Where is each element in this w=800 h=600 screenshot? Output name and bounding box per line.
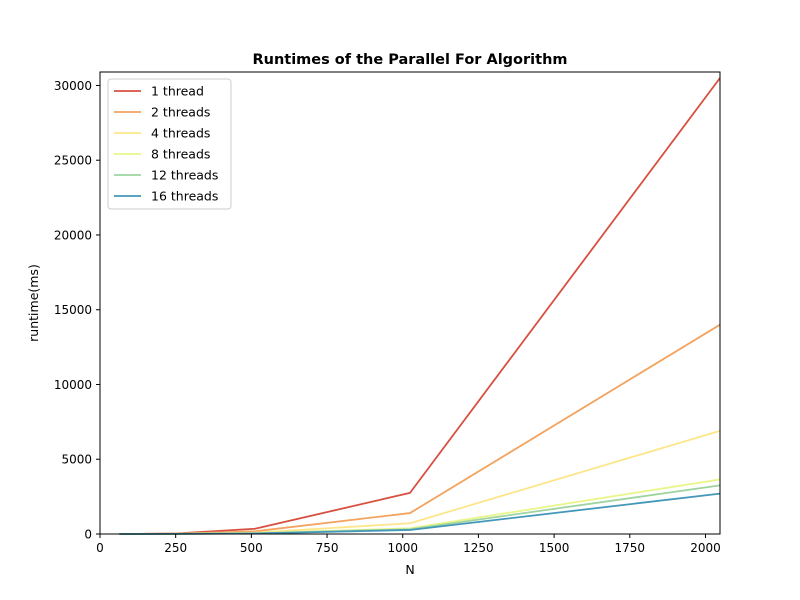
y-axis-label: runtime(ms) xyxy=(26,264,41,342)
chart-title: Runtimes of the Parallel For Algorithm xyxy=(252,52,567,68)
x-tick-label: 1250 xyxy=(463,541,494,555)
x-axis: 0 250 500 750 1000 1250 1500 1750 2000 xyxy=(96,534,721,555)
y-tick-label: 5000 xyxy=(61,453,92,467)
x-tick-label: 1750 xyxy=(615,541,646,555)
x-tick-label: 1000 xyxy=(387,541,418,555)
legend-label: 8 threads xyxy=(151,147,210,162)
y-tick-label: 15000 xyxy=(54,303,92,317)
x-axis-label: N xyxy=(405,562,414,577)
series-line-6 xyxy=(119,492,721,535)
legend-label: 2 threads xyxy=(151,105,210,120)
legend-label: 4 threads xyxy=(151,126,210,141)
legend-label: 12 threads xyxy=(151,168,218,183)
y-tick-label: 30000 xyxy=(54,79,92,93)
x-tick-label: 500 xyxy=(240,541,263,555)
series-line-2 xyxy=(119,323,721,535)
y-tick-label: 25000 xyxy=(54,154,92,168)
y-tick-label: 20000 xyxy=(54,228,92,242)
legend-label: 1 thread xyxy=(151,84,204,99)
x-tick-label: 2000 xyxy=(690,541,721,555)
plot-frame xyxy=(99,71,721,535)
series-line-3 xyxy=(119,429,721,535)
x-tick-label: 1500 xyxy=(539,541,570,555)
x-tick-label: 250 xyxy=(164,541,187,555)
y-tick-label: 0 xyxy=(84,528,92,542)
x-tick-label: 0 xyxy=(96,541,104,555)
y-tick-label: 10000 xyxy=(54,378,92,392)
legend: 1 thread 2 threads 4 threads 8 threads 12 th… xyxy=(107,78,232,210)
legend-label: 16 threads xyxy=(151,189,218,204)
x-tick-label: 750 xyxy=(316,541,339,555)
y-axis: 0 5000 10000 15000 20000 25000 30000 xyxy=(54,79,100,542)
